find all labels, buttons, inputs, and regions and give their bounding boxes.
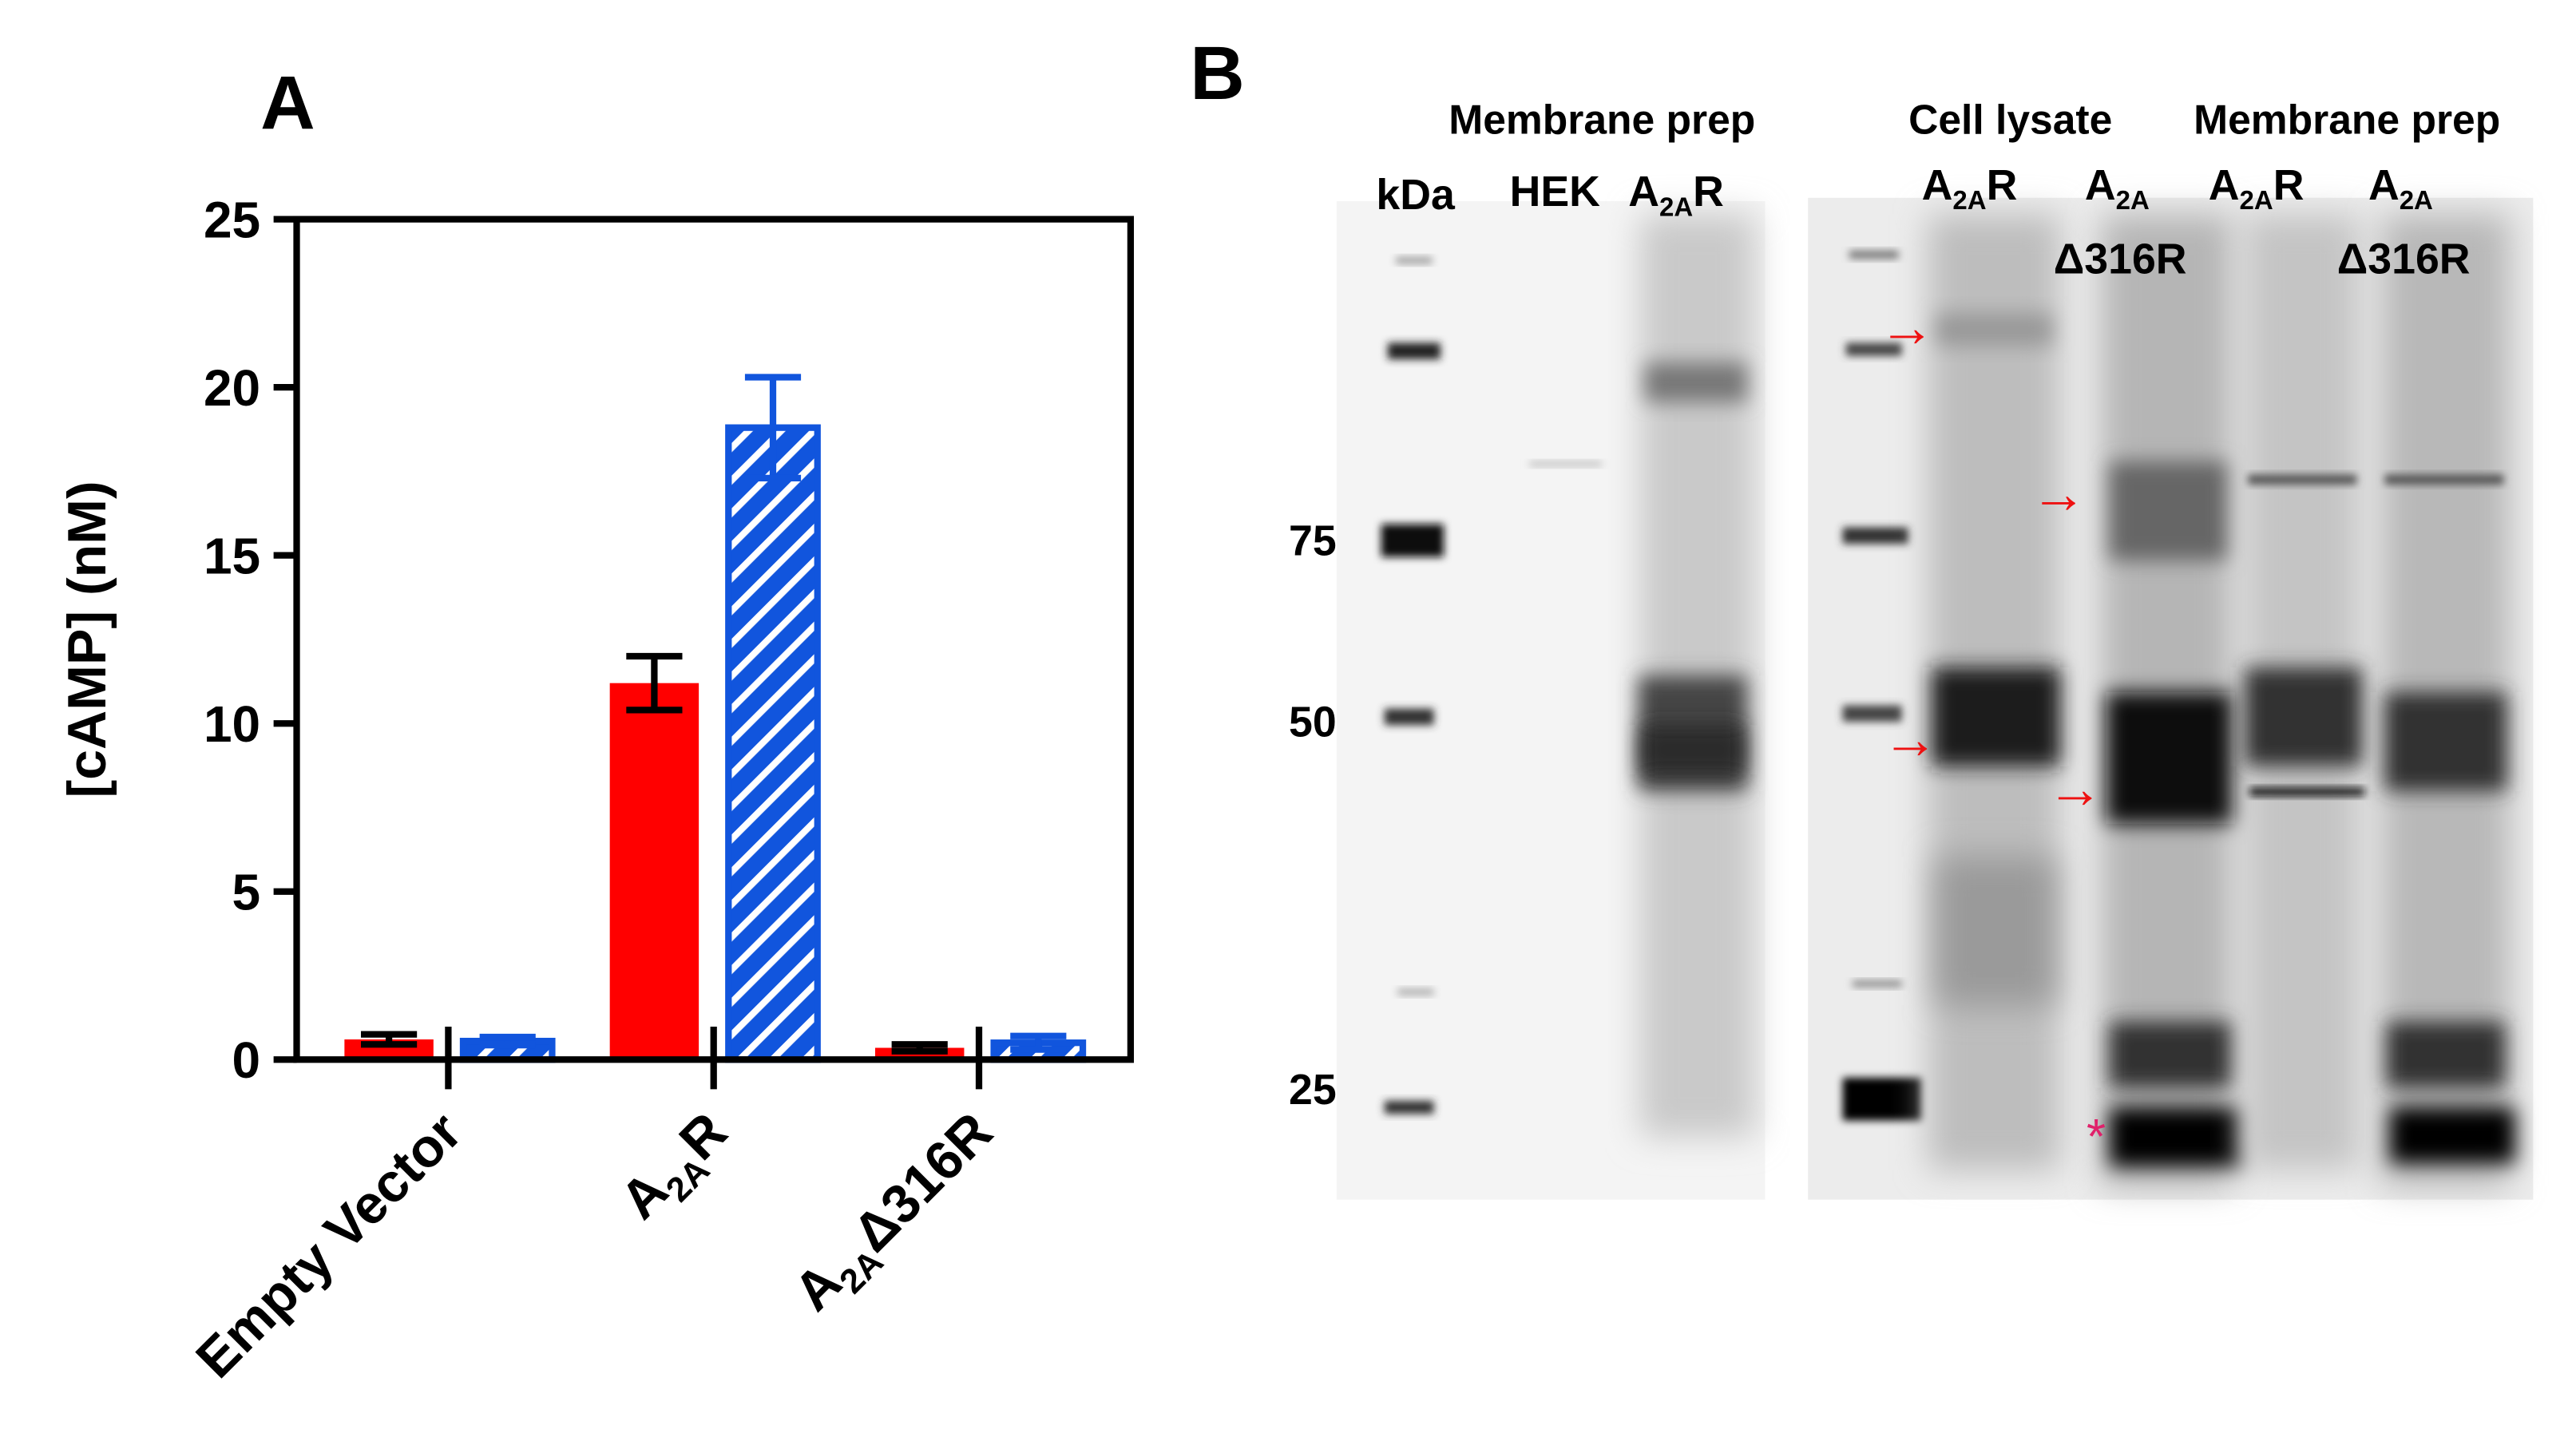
right-lane-3: A2AR — [2209, 161, 2305, 215]
left-lane-a2ar: A2AR — [1628, 168, 1724, 221]
arrow-icon: → — [1882, 707, 1938, 770]
category-labels: Empty Vector A2AR A2AΔ316R — [184, 1101, 1011, 1390]
right-lane-2-line2: Δ316R — [2054, 236, 2187, 283]
y-tick-label: 25 — [204, 191, 260, 248]
y-tick-label: 0 — [232, 1031, 261, 1089]
right-lane-2: A2A — [2085, 161, 2150, 215]
arrow-icon: → — [2031, 461, 2087, 525]
category-label: A2AΔ316R — [783, 1101, 1011, 1329]
right-lane-1: A2AR — [1922, 161, 2018, 215]
blot-right — [1808, 197, 2534, 1200]
y-tick-label: 5 — [232, 863, 261, 920]
bars — [344, 374, 1087, 1090]
panel-b: B — [1190, 31, 2534, 1200]
panel-a-letter: A — [260, 61, 315, 145]
y-ticks: 0 5 10 15 20 25 — [204, 191, 297, 1089]
blot-left — [1336, 200, 1766, 1200]
right-lane-4-line2: Δ316R — [2337, 236, 2471, 283]
category-label: A2AR — [608, 1101, 745, 1237]
bar — [725, 424, 821, 1063]
panel-b-letter: B — [1190, 31, 1245, 116]
left-group-label: Membrane prep — [1449, 96, 1755, 142]
right-lane-4: A2A — [2368, 161, 2433, 215]
left-lane-hek: HEK — [1510, 168, 1601, 216]
kda-header: kDa — [1376, 171, 1456, 219]
category-label: Empty Vector — [184, 1101, 474, 1390]
marker-50: 50 — [1289, 699, 1337, 746]
y-tick-label: 15 — [204, 527, 260, 584]
bar — [609, 683, 699, 1060]
marker-75: 75 — [1289, 517, 1337, 565]
plot-frame — [293, 216, 1135, 1063]
y-tick-label: 10 — [204, 695, 260, 753]
right-group-cell-lysate: Cell lysate — [1908, 96, 2112, 142]
marker-25: 25 — [1289, 1066, 1337, 1114]
asterisk-marker: * — [2087, 1110, 2106, 1165]
arrow-icon: → — [1879, 295, 1935, 358]
y-tick-label: 20 — [204, 359, 260, 417]
arrow-icon: → — [2047, 756, 2102, 819]
right-group-membrane-prep: Membrane prep — [2194, 96, 2500, 142]
panel-a: A [cAMP] (nM) 0 5 10 15 20 25 Empty Vector A2A… — [57, 61, 1135, 1390]
y-axis-label: [cAMP] (nM) — [57, 481, 117, 798]
